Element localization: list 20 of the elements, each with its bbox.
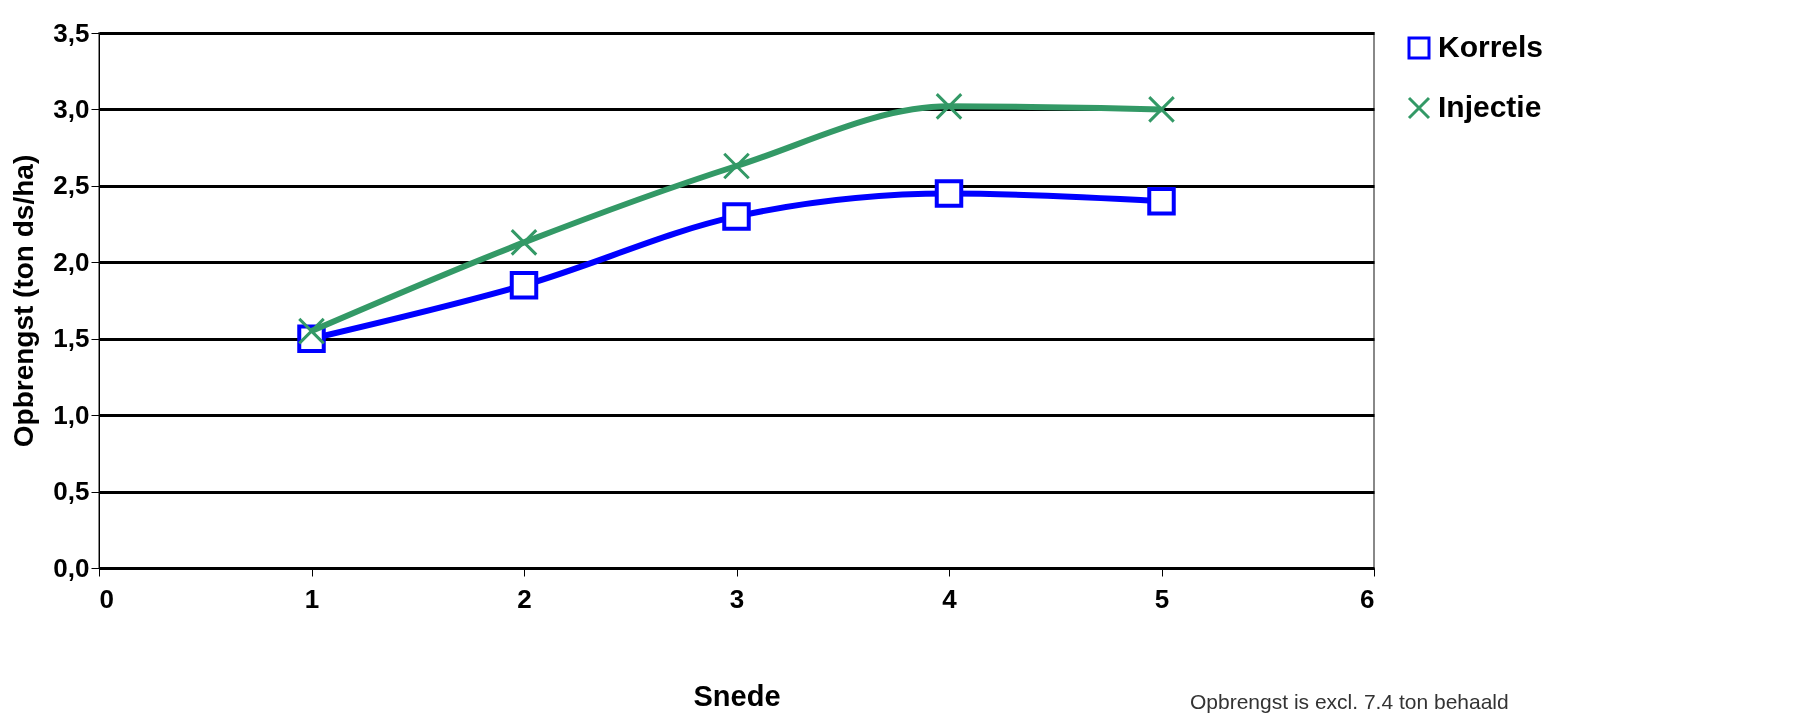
x-tick-label: 4 [942, 583, 958, 614]
x-tick-label: 0 [99, 583, 114, 614]
y-tick-label: 2,0 [53, 246, 90, 277]
y-axis-title: Opbrengst (ton ds/ha) [8, 154, 40, 448]
x-tick-label: 5 [1154, 583, 1170, 614]
y-tick-label: 1,5 [53, 323, 90, 354]
x-tick-label: 6 [1360, 583, 1375, 614]
legend-label: Injectie [1438, 90, 1542, 123]
y-tick-label: 2,5 [53, 170, 90, 201]
x-tick-label: 1 [304, 583, 320, 614]
y-tick-label: 1,0 [53, 399, 90, 430]
y-tick-label: 3,0 [53, 93, 90, 124]
legend-label: Korrels [1438, 30, 1544, 63]
x-tick-label: 3 [729, 583, 745, 614]
text: Opbrengst is excl. 7.4 ton behaald [1190, 690, 1509, 714]
y-tick-label: 3,5 [53, 17, 90, 48]
y-tick-label: 0,5 [53, 476, 90, 507]
x-tick-label: 2 [517, 583, 532, 614]
x-axis-title: Snede [693, 679, 781, 712]
y-tick-label: 0,0 [53, 552, 90, 583]
